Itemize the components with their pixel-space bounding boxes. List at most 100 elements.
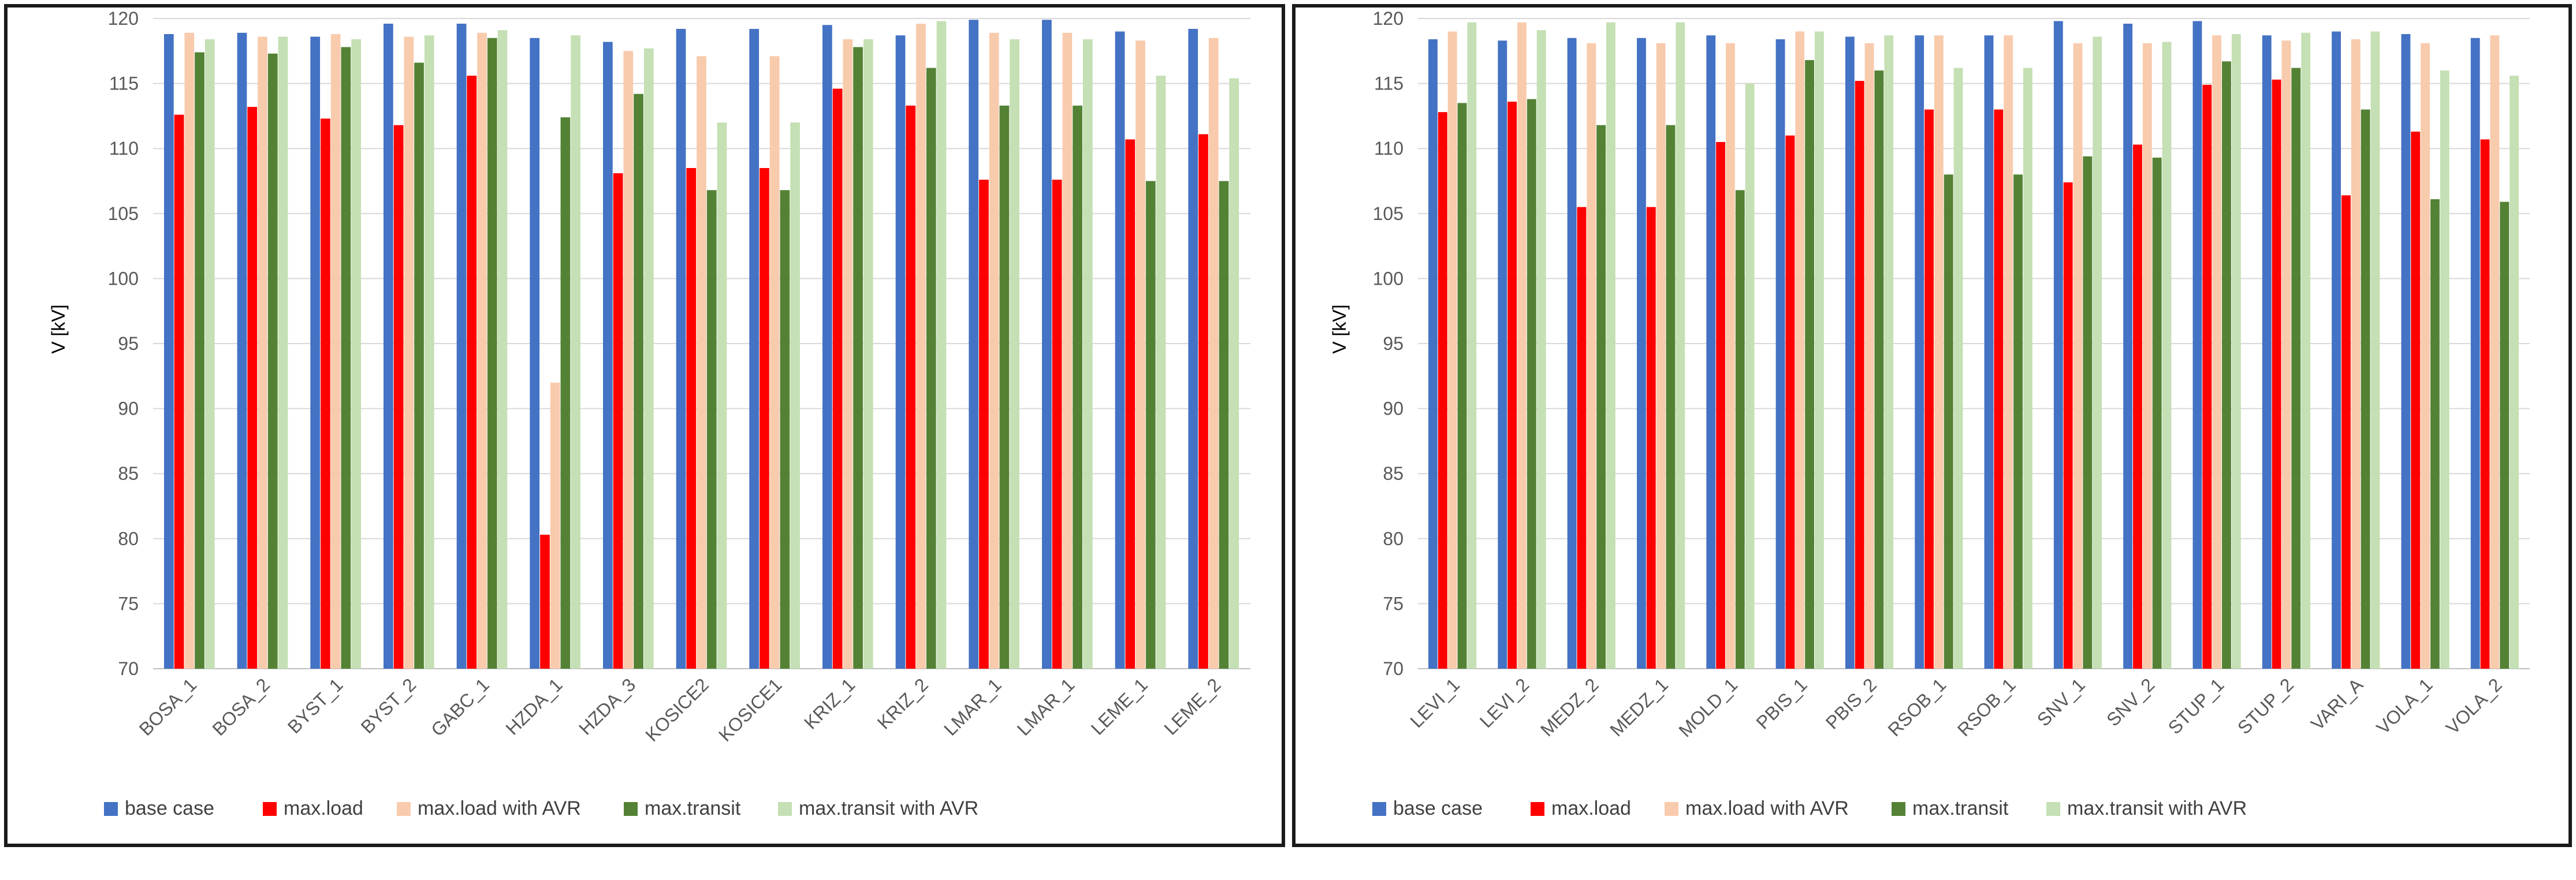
bar-max-transit-with-avr [571,35,580,669]
bar-max-load [686,167,697,669]
y-tick-label: 115 [1374,73,1404,94]
y-tick-label: 105 [1373,203,1404,224]
bar-max-transit [414,62,424,669]
bar-max-load [1577,207,1587,669]
legend-swatch [1892,802,1905,816]
bar-max-load [1924,109,1934,669]
y-tick-label: 80 [118,528,139,549]
legend-label: max.transit with AVR [2067,797,2247,819]
legend-swatch [1531,802,1544,816]
legend-swatch [1665,802,1678,816]
bar-max-transit-with-avr [1814,31,1824,669]
bar-base-case [1845,36,1855,669]
y-tick-label: 90 [1383,398,1404,419]
bar-max-transit [1805,60,1814,669]
bar-max-transit-with-avr [1953,68,1963,669]
bar-max-load-with-avr [2004,35,2013,669]
y-tick-label: 120 [108,8,139,29]
y-tick-label: 75 [118,593,139,614]
bar-max-load-with-avr [550,382,560,669]
bar-base-case [1428,39,1438,669]
legend-left: base case max.load max.load with AVR max.tr… [104,797,978,819]
legend-swatch [104,802,118,816]
bar-max-load [2480,139,2490,669]
bar-base-case [1775,39,1785,669]
bar-max-load [1646,207,1656,669]
bar-max-transit [1219,181,1229,669]
bar-max-load-with-avr [1656,43,1666,669]
bar-max-load [1507,102,1517,669]
y-tick-label: 95 [118,333,139,354]
bar-max-load [2202,84,2212,669]
bar-max-transit [1596,125,1606,669]
bar-max-transit [2430,199,2440,669]
bar-base-case [822,25,832,669]
legend-label: max.load [1551,797,1631,819]
bar-max-load-with-avr [2421,43,2430,669]
legend-right: base case max.load max.load with AVR max.tr… [1372,797,2247,819]
bar-max-load [1438,112,1447,669]
bar-max-load-with-avr [843,39,853,669]
bar-max-load-with-avr [1447,31,1457,669]
bar-max-load-with-avr [769,56,780,669]
y-tick-label: 70 [118,658,139,679]
bar-max-load-with-avr [2142,43,2152,669]
bar-max-load [393,125,404,669]
bar-max-load-with-avr [1517,22,1527,669]
bar-base-case [1915,35,1924,669]
bar-base-case [1567,38,1577,669]
bar-max-load [1198,134,1208,669]
legend-label: base case [125,797,214,819]
legend-swatch [778,802,792,816]
bar-max-transit-with-avr [936,21,947,669]
bar-max-load-with-avr [2351,39,2361,669]
y-axis-title-right: V [kV] [1329,304,1350,353]
bar-base-case [2053,21,2063,669]
bar-max-transit [487,38,497,669]
bar-base-case [384,24,393,669]
bar-max-load-with-avr [2490,35,2500,669]
legend-label: max.transit with AVR [799,797,978,819]
bar-base-case [1498,40,1507,669]
bar-max-load-with-avr [989,32,999,669]
y-tick-label: 100 [1373,268,1404,289]
bar-max-transit-with-avr [1467,22,1477,669]
y-tick-label: 70 [1383,658,1404,679]
bar-base-case [749,29,760,669]
bar-base-case [2192,21,2202,669]
bar-max-load [979,180,989,669]
bar-max-load [1716,141,1725,669]
y-tick-label: 115 [109,73,139,94]
bar-max-load [906,105,916,669]
bar-max-transit [1145,181,1156,669]
bar-max-load-with-avr [404,36,414,669]
bar-max-transit-with-avr [863,39,873,669]
bar-max-load [760,167,769,669]
bar-max-load-with-avr [1934,35,1944,669]
bar-max-load-with-avr [1136,40,1145,669]
bar-max-load-with-avr [916,24,926,669]
bar-max-load-with-avr [1864,43,1874,669]
bar-base-case [2332,31,2341,669]
bar-max-transit [1073,105,1082,669]
bar-max-load-with-avr [697,56,706,669]
bar-max-load-with-avr [330,34,341,669]
bar-max-transit-with-avr [351,39,361,669]
bar-max-transit [1457,103,1467,669]
bar-max-transit-with-avr [2023,68,2032,669]
chart-frame-left [4,4,1285,847]
legend-label: max.load with AVR [1685,797,1849,819]
bar-max-load-with-avr [258,36,267,669]
bar-base-case [1188,29,1198,669]
legend-swatch [1372,802,1386,816]
bar-base-case [164,34,174,669]
bar-max-load-with-avr [1795,31,1805,669]
legend-label: max.transit [645,797,741,819]
bar-max-load-with-avr [184,32,195,669]
bar-max-load [1785,135,1795,669]
y-tick-label: 110 [109,138,139,159]
bar-max-transit-with-avr [1676,22,1685,669]
bar-max-transit-with-avr [1884,35,1894,669]
bar-max-transit-with-avr [497,30,508,669]
